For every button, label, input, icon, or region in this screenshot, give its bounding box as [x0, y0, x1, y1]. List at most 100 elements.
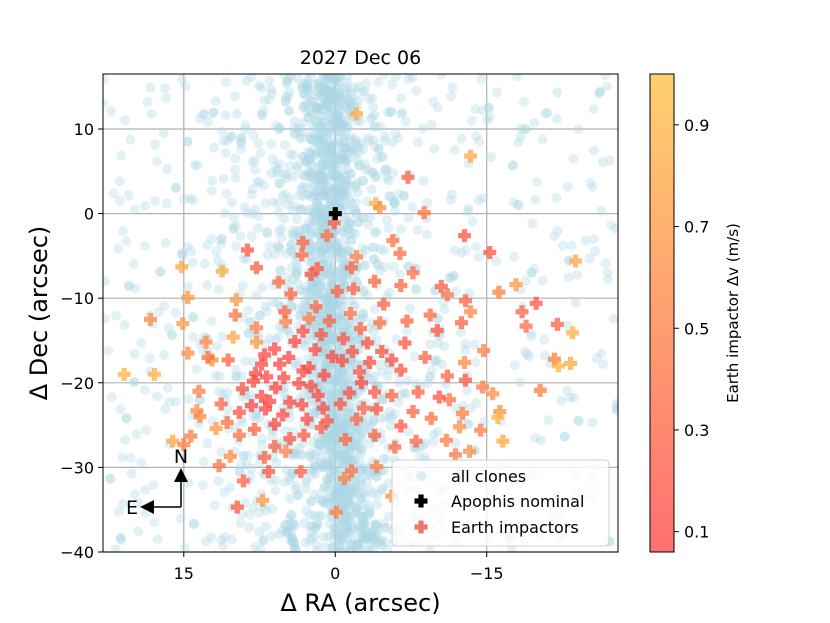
clone-point	[202, 240, 213, 251]
y-tick-label: 0	[84, 205, 94, 224]
clone-point	[366, 540, 377, 551]
clone-point	[328, 463, 339, 474]
clone-point	[328, 188, 339, 199]
clone-point	[390, 74, 401, 82]
clone-point	[129, 204, 140, 215]
clone-point	[350, 508, 361, 519]
clone-point	[376, 366, 387, 377]
clone-point	[182, 136, 193, 147]
clone-point	[319, 294, 330, 305]
clone-point	[335, 546, 346, 552]
clone-point	[306, 496, 317, 507]
clone-point	[310, 211, 321, 222]
clone-point	[336, 499, 347, 510]
clone-point	[324, 306, 335, 317]
clone-point	[585, 177, 596, 188]
clone-point	[382, 544, 393, 552]
clone-point	[319, 84, 330, 95]
clone-point	[345, 539, 356, 550]
clone-point	[330, 122, 341, 133]
clone-point	[491, 87, 502, 98]
clone-point	[342, 188, 353, 199]
clone-point	[520, 275, 531, 286]
clone-point	[170, 307, 181, 318]
clone-point	[353, 81, 364, 92]
clone-point	[319, 294, 330, 305]
clone-point	[371, 521, 382, 532]
clone-point	[218, 540, 229, 551]
clone-point	[373, 77, 384, 88]
clone-point	[520, 124, 531, 135]
clone-point	[318, 215, 329, 226]
clone-point	[333, 174, 344, 185]
clone-point	[336, 150, 347, 161]
clone-point	[315, 174, 326, 185]
clone-point	[339, 279, 350, 290]
clone-point	[395, 93, 406, 104]
clone-point	[208, 107, 219, 118]
clone-point	[328, 117, 339, 128]
clone-point	[339, 141, 350, 152]
clone-point	[286, 532, 297, 543]
clone-point	[351, 447, 362, 458]
clone-point	[250, 203, 261, 214]
clone-point	[343, 223, 354, 234]
clone-point	[372, 259, 383, 270]
clone-point	[317, 245, 328, 256]
clone-point	[320, 359, 331, 370]
clone-point	[365, 530, 376, 541]
clone-point	[389, 261, 400, 272]
clone-point	[312, 519, 323, 530]
clone-point	[371, 528, 382, 539]
clone-point	[300, 223, 311, 234]
clone-point	[293, 490, 304, 501]
clone-point	[324, 89, 335, 100]
clone-point	[354, 432, 365, 443]
clone-point	[372, 259, 383, 270]
clone-point	[313, 438, 324, 449]
clone-point	[353, 524, 364, 535]
clone-point	[328, 542, 339, 552]
clone-point	[368, 542, 379, 552]
clone-point	[370, 519, 381, 530]
clone-point	[370, 519, 381, 530]
clone-point	[520, 347, 531, 358]
clone-point	[320, 248, 331, 259]
clone-point	[152, 391, 163, 402]
clone-point	[219, 487, 230, 498]
clone-point	[409, 351, 420, 362]
clone-point	[424, 371, 435, 382]
clone-point	[231, 108, 242, 119]
clone-point	[353, 216, 364, 227]
clone-point	[314, 81, 325, 92]
clone-point	[269, 249, 280, 260]
clone-point	[307, 96, 318, 107]
clone-point	[380, 262, 391, 273]
clone-point	[303, 112, 314, 123]
clone-point	[317, 137, 328, 148]
clone-point	[559, 431, 570, 442]
clone-point	[337, 374, 348, 385]
clone-point	[186, 246, 197, 257]
clone-point	[330, 247, 341, 258]
clone-point	[321, 498, 332, 509]
clone-point	[456, 133, 467, 144]
clone-point	[327, 455, 338, 466]
clone-point	[606, 220, 617, 231]
clone-point	[346, 234, 357, 245]
clone-point	[146, 108, 157, 119]
clone-point	[284, 513, 295, 524]
clone-point	[387, 137, 398, 148]
clone-point	[516, 131, 527, 142]
clone-point	[322, 498, 333, 509]
clone-point	[119, 115, 130, 126]
clone-point	[282, 76, 293, 87]
clone-point	[322, 129, 333, 140]
clone-point	[356, 314, 367, 325]
clone-point	[347, 486, 358, 497]
legend-label-nominal: Apophis nominal	[451, 492, 584, 511]
clone-point	[335, 120, 346, 131]
clone-point	[340, 455, 351, 466]
clone-point	[217, 126, 228, 137]
